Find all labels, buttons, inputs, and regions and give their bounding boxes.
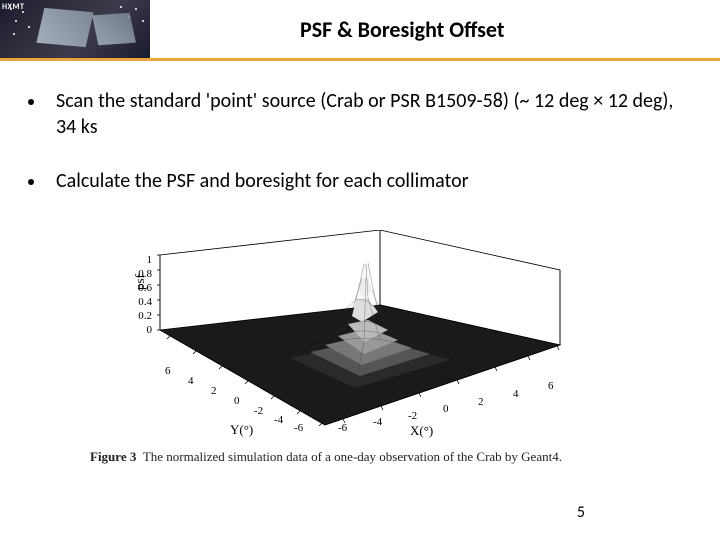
bullet-text: Scan the standard 'point' source (Crab o…	[56, 88, 692, 140]
figure-caption: Figure 3 The normalized simulation data …	[90, 448, 630, 466]
z-tick: 0.2	[122, 310, 152, 322]
logo-text: HXMT	[2, 2, 24, 12]
page-number: 5	[577, 503, 585, 522]
bullet-icon	[28, 179, 34, 185]
z-tick: 0	[122, 324, 152, 336]
accent-line	[0, 58, 720, 61]
figure-container: psf X(°) Y(°) 0 0.2 0.4 0.6 0.8 1 6 4 2 …	[80, 230, 640, 480]
slide-content: Scan the standard 'point' source (Crab o…	[0, 62, 720, 194]
slide-header: HXMT PSF & Boresight Offset	[0, 0, 720, 62]
z-tick: 0.4	[122, 296, 152, 308]
bullet-item: Scan the standard 'point' source (Crab o…	[28, 88, 692, 140]
caption-text: The normalized simulation data of a one-…	[143, 449, 562, 464]
bullet-icon	[28, 99, 34, 105]
z-tick: 1	[122, 254, 152, 266]
bullet-item: Calculate the PSF and boresight for each…	[28, 168, 692, 194]
caption-label: Figure 3	[90, 449, 136, 464]
bullet-text: Calculate the PSF and boresight for each…	[56, 168, 469, 194]
mission-logo: HXMT	[0, 0, 150, 58]
slide-title: PSF & Boresight Offset	[300, 16, 504, 43]
psf-3d-chart	[150, 230, 570, 440]
z-tick: 0.6	[122, 282, 152, 294]
z-tick: 0.8	[122, 268, 152, 280]
